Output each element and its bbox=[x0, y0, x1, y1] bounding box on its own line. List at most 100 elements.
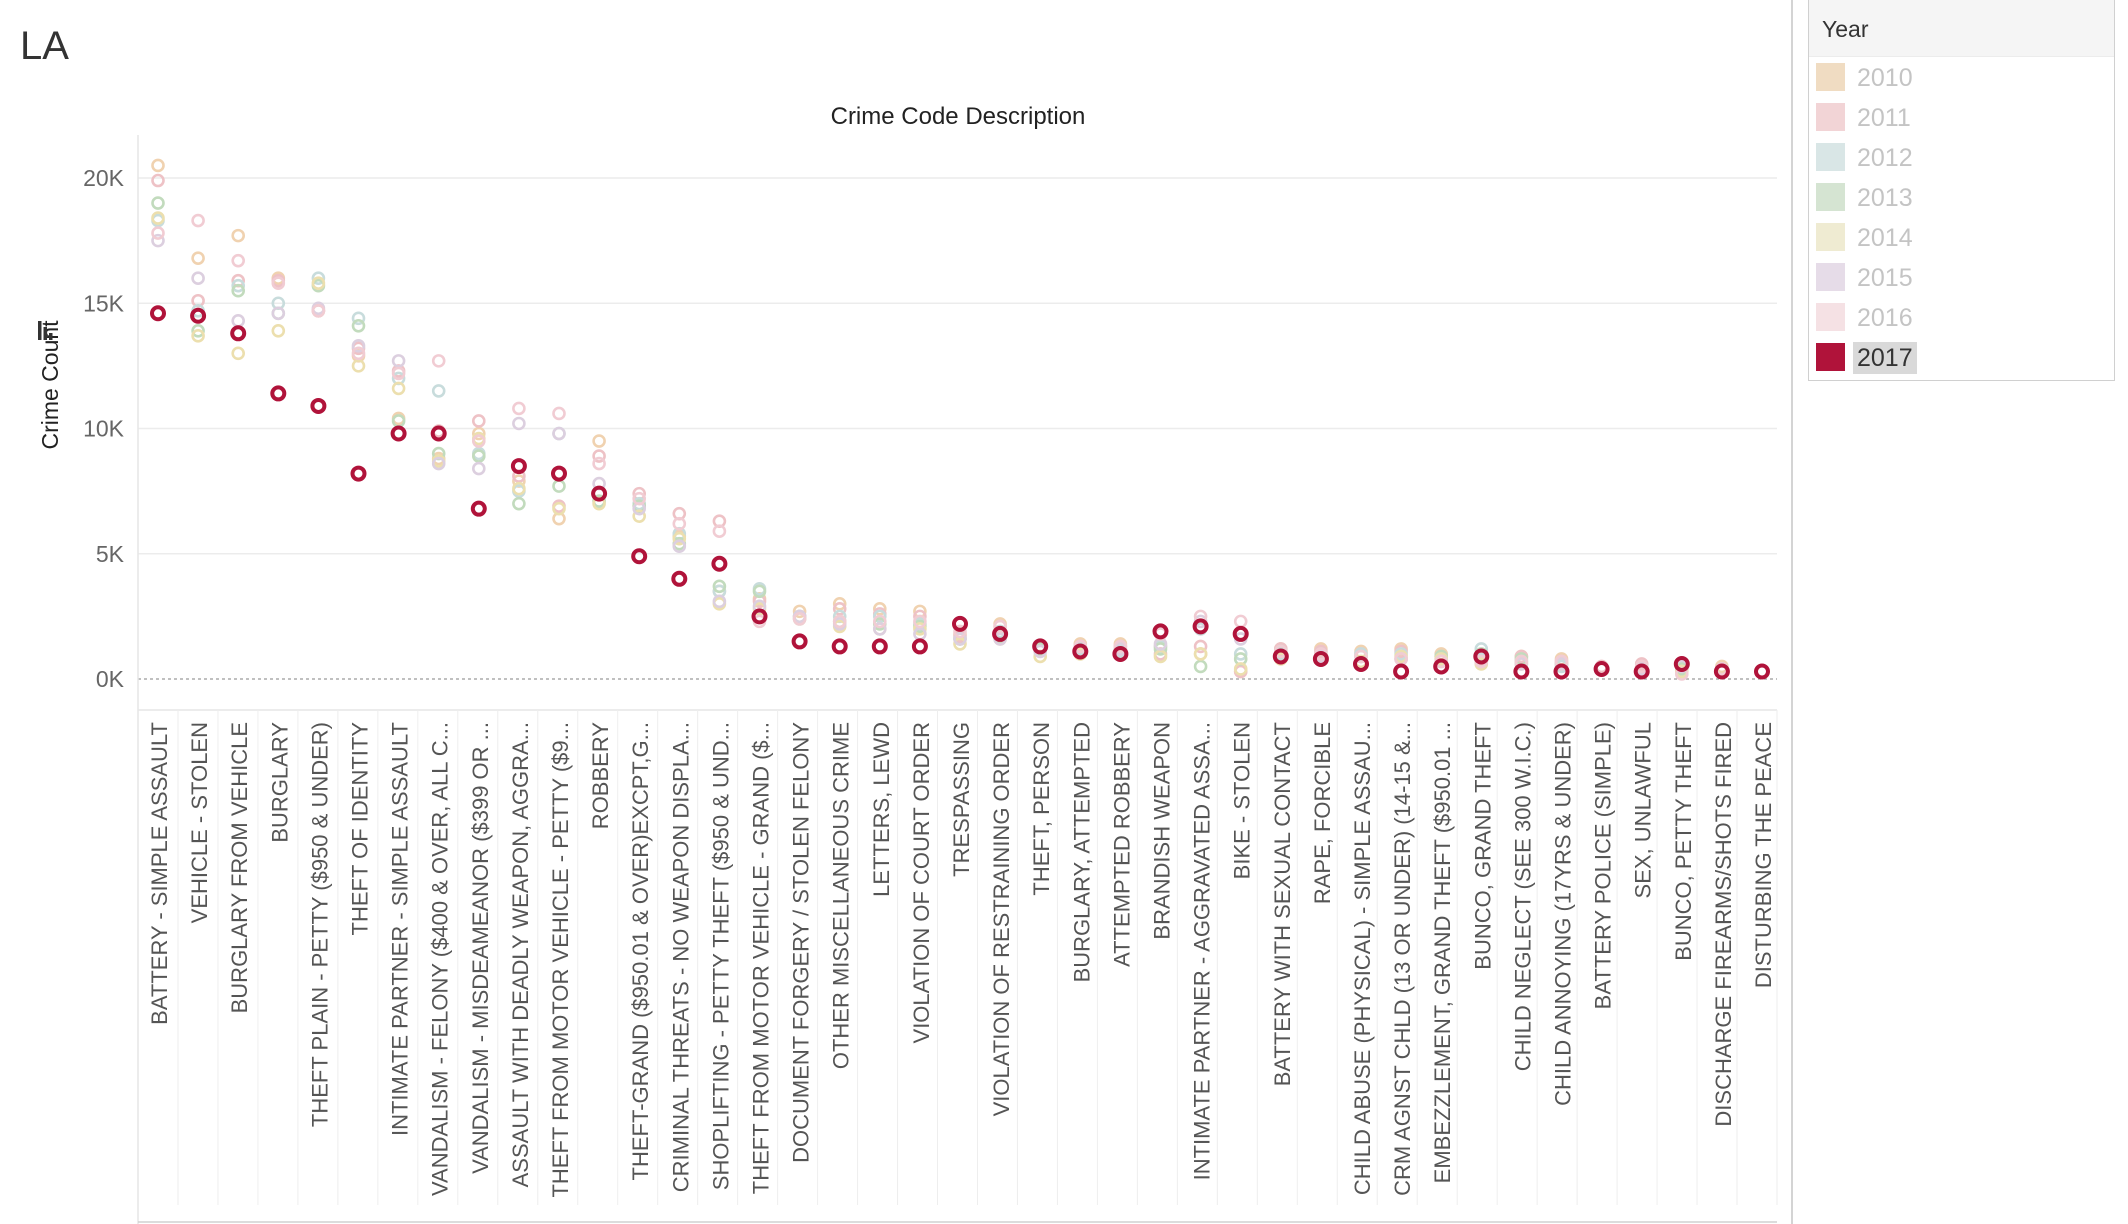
point-2014[interactable] bbox=[913, 622, 927, 636]
point-2017[interactable] bbox=[510, 458, 527, 475]
point-2017[interactable] bbox=[791, 633, 808, 650]
point-2014[interactable] bbox=[391, 381, 406, 396]
point-2016[interactable] bbox=[311, 303, 326, 318]
point-2015[interactable] bbox=[872, 622, 887, 636]
legend-item-2011[interactable]: 2011 bbox=[1809, 97, 2114, 137]
legend-item-2015[interactable]: 2015 bbox=[1809, 257, 2114, 297]
point-2016[interactable] bbox=[913, 614, 927, 629]
point-2010[interactable] bbox=[231, 228, 245, 243]
point-2015[interactable] bbox=[512, 416, 526, 431]
point-2011[interactable] bbox=[1193, 639, 1208, 654]
point-2013[interactable] bbox=[512, 496, 526, 511]
legend-item-2012[interactable]: 2012 bbox=[1809, 137, 2114, 177]
legend-item-2017[interactable]: 2017 bbox=[1809, 337, 2114, 377]
point-2017[interactable] bbox=[1553, 663, 1570, 680]
point-2013[interactable] bbox=[191, 324, 205, 338]
point-2017[interactable] bbox=[631, 548, 648, 565]
point-2017[interactable] bbox=[1673, 655, 1690, 672]
point-2014[interactable] bbox=[552, 501, 566, 516]
point-2017[interactable] bbox=[671, 570, 688, 587]
point-2013[interactable] bbox=[1153, 642, 1168, 656]
point-2010[interactable] bbox=[872, 602, 887, 616]
point-2016[interactable] bbox=[832, 614, 847, 629]
point-2014[interactable] bbox=[1233, 662, 1248, 676]
point-2017[interactable] bbox=[1393, 663, 1410, 680]
point-2011[interactable] bbox=[471, 414, 486, 428]
point-2017[interactable] bbox=[1112, 645, 1129, 662]
point-2017[interactable] bbox=[1232, 625, 1249, 642]
point-2015[interactable] bbox=[351, 339, 366, 353]
point-2017[interactable] bbox=[430, 425, 447, 442]
point-2016[interactable] bbox=[552, 406, 566, 421]
point-2017[interactable] bbox=[711, 555, 728, 572]
point-2017[interactable] bbox=[350, 465, 367, 482]
point-2015[interactable] bbox=[231, 313, 245, 328]
point-2017[interactable] bbox=[1473, 648, 1490, 665]
legend-item-2016[interactable]: 2016 bbox=[1809, 297, 2114, 337]
legend-item-2013[interactable]: 2013 bbox=[1809, 177, 2114, 217]
point-2014[interactable] bbox=[512, 481, 526, 496]
point-2016[interactable] bbox=[471, 434, 486, 448]
point-2017[interactable] bbox=[1633, 663, 1650, 680]
point-2010[interactable] bbox=[792, 604, 807, 619]
point-2010[interactable] bbox=[832, 597, 847, 611]
legend-item-2010[interactable]: 2010 bbox=[1809, 57, 2114, 97]
point-2016[interactable] bbox=[391, 366, 406, 381]
point-2014[interactable] bbox=[271, 324, 286, 338]
point-2017[interactable] bbox=[1072, 643, 1089, 660]
point-2017[interactable] bbox=[911, 638, 928, 655]
point-2017[interactable] bbox=[1593, 660, 1610, 677]
point-2017[interactable] bbox=[230, 325, 247, 342]
point-2017[interactable] bbox=[1513, 663, 1530, 680]
point-2013[interactable] bbox=[351, 318, 366, 333]
point-2017[interactable] bbox=[310, 397, 327, 414]
point-2017[interactable] bbox=[1433, 658, 1450, 675]
point-2010[interactable] bbox=[592, 434, 606, 448]
point-2016[interactable] bbox=[632, 491, 647, 506]
point-2016[interactable] bbox=[151, 226, 165, 240]
point-2014[interactable] bbox=[672, 531, 687, 546]
point-2016[interactable] bbox=[993, 619, 1007, 634]
point-2015[interactable] bbox=[391, 354, 406, 368]
point-2014[interactable] bbox=[1153, 649, 1168, 664]
point-2013[interactable] bbox=[712, 579, 727, 594]
point-2017[interactable] bbox=[992, 625, 1009, 642]
point-2016[interactable] bbox=[592, 456, 606, 471]
point-2011[interactable] bbox=[592, 449, 606, 463]
point-2017[interactable] bbox=[390, 425, 407, 442]
point-2016[interactable] bbox=[1354, 649, 1368, 664]
point-2015[interactable] bbox=[271, 306, 286, 321]
point-2017[interactable] bbox=[1272, 648, 1289, 665]
point-2017[interactable] bbox=[190, 307, 207, 324]
point-2014[interactable] bbox=[151, 211, 165, 225]
point-2014[interactable] bbox=[191, 329, 205, 343]
point-2015[interactable] bbox=[151, 233, 165, 248]
point-2012[interactable] bbox=[1233, 647, 1248, 661]
point-2013[interactable] bbox=[1193, 659, 1208, 674]
point-2016[interactable] bbox=[271, 276, 286, 291]
point-2010[interactable] bbox=[151, 158, 165, 173]
point-2017[interactable] bbox=[591, 485, 608, 502]
point-2015[interactable] bbox=[672, 539, 687, 554]
point-2013[interactable] bbox=[471, 449, 486, 463]
point-2016[interactable] bbox=[512, 401, 526, 416]
point-2015[interactable] bbox=[191, 271, 205, 286]
point-2016[interactable] bbox=[712, 524, 727, 539]
point-2017[interactable] bbox=[1754, 663, 1770, 680]
point-2017[interactable] bbox=[1353, 655, 1369, 672]
point-2017[interactable] bbox=[1713, 663, 1730, 680]
point-2017[interactable] bbox=[470, 500, 487, 517]
point-2015[interactable] bbox=[712, 594, 727, 609]
point-2017[interactable] bbox=[871, 638, 888, 655]
point-2016[interactable] bbox=[792, 612, 807, 626]
point-2014[interactable] bbox=[351, 359, 366, 373]
point-2017[interactable] bbox=[1152, 623, 1169, 640]
point-2013[interactable] bbox=[752, 584, 767, 599]
legend-item-2014[interactable]: 2014 bbox=[1809, 217, 2114, 257]
point-2012[interactable] bbox=[231, 278, 245, 293]
point-2012[interactable] bbox=[872, 609, 887, 624]
sort-icon[interactable] bbox=[38, 321, 53, 340]
point-2016[interactable] bbox=[431, 354, 446, 368]
point-2016[interactable] bbox=[1233, 614, 1248, 629]
point-2015[interactable] bbox=[552, 426, 566, 441]
